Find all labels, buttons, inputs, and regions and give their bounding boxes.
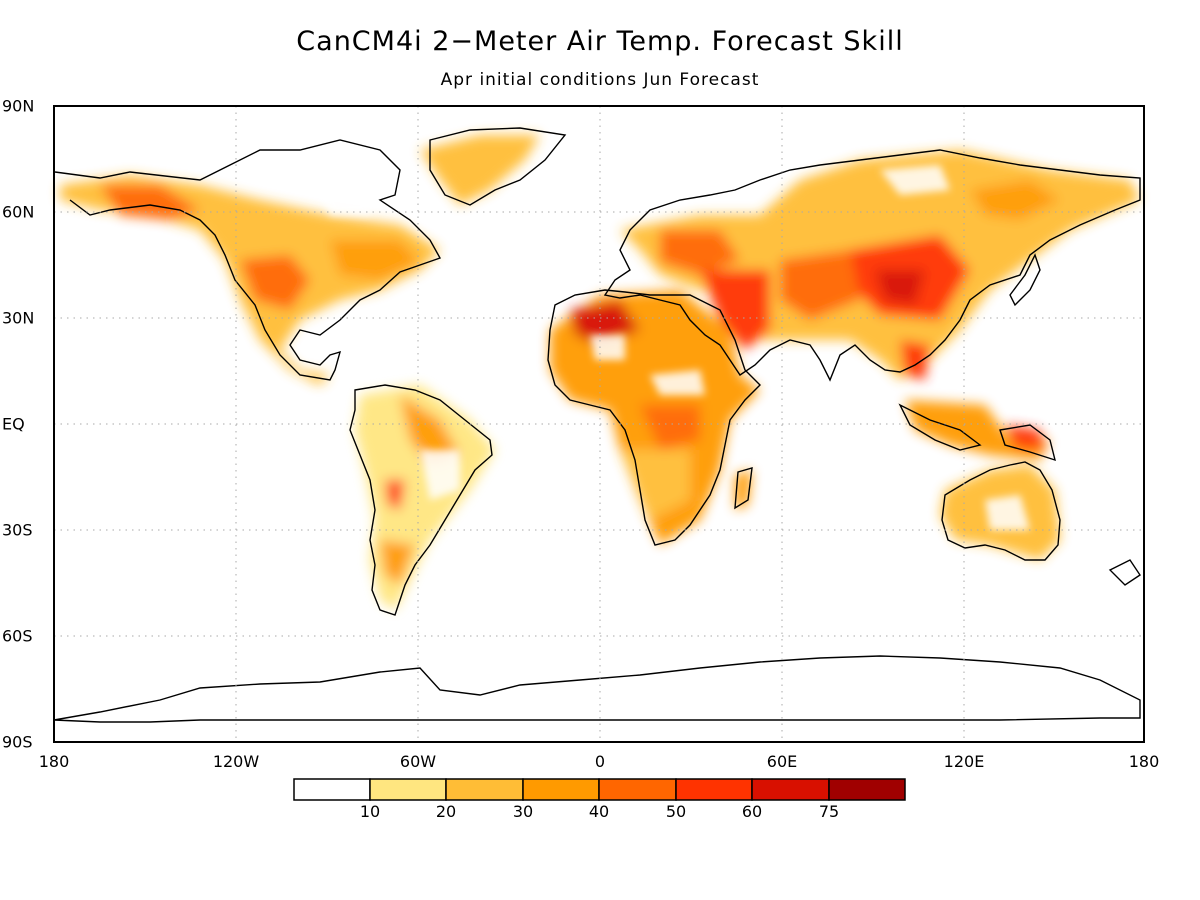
lon-label-120e: 120E xyxy=(943,752,985,771)
colorbar-tick-40: 40 xyxy=(588,802,610,821)
lon-label-60w: 60W xyxy=(399,752,437,771)
colorbar-tick-50: 50 xyxy=(665,802,687,821)
lat-label-60n: 60N xyxy=(2,202,35,222)
skill-shading xyxy=(60,135,1140,610)
lat-label-60s: 60S xyxy=(2,626,33,646)
colorbar-box-3 xyxy=(522,778,600,801)
colorbar-box-1 xyxy=(369,778,447,801)
lon-label-0: 0 xyxy=(594,752,606,771)
lon-label-180w: 180 xyxy=(38,752,70,771)
colorbar-box-0 xyxy=(293,778,371,801)
coastlines xyxy=(53,127,1141,723)
lon-label-120w: 120W xyxy=(212,752,260,771)
lat-label-eq: EQ xyxy=(2,414,25,434)
lat-label-30n: 30N xyxy=(2,308,35,328)
colorbar-tick-20: 20 xyxy=(435,802,457,821)
map-title: CanCM4i 2−Meter Air Temp. Forecast Skill xyxy=(296,26,904,57)
lat-label-90n: 90N xyxy=(2,96,35,116)
colorbar-box-5 xyxy=(675,778,753,801)
colorbar-tick-10: 10 xyxy=(359,802,381,821)
colorbar-tick-30: 30 xyxy=(512,802,534,821)
lon-label-180e: 180 xyxy=(1128,752,1160,771)
map-subtitle: Apr initial conditions Jun Forecast xyxy=(440,70,760,90)
lat-label-90s: 90S xyxy=(2,732,33,752)
colorbar-tick-60: 60 xyxy=(741,802,763,821)
colorbar-box-2 xyxy=(445,778,524,801)
colorbar-box-6 xyxy=(751,778,830,801)
colorbar xyxy=(293,778,906,801)
colorbar-tick-75: 75 xyxy=(818,802,840,821)
lat-label-30s: 30S xyxy=(2,520,33,540)
colorbar-box-4 xyxy=(598,778,677,801)
map-frame xyxy=(53,105,1145,743)
colorbar-box-7 xyxy=(828,778,906,801)
lon-label-60e: 60E xyxy=(766,752,798,771)
